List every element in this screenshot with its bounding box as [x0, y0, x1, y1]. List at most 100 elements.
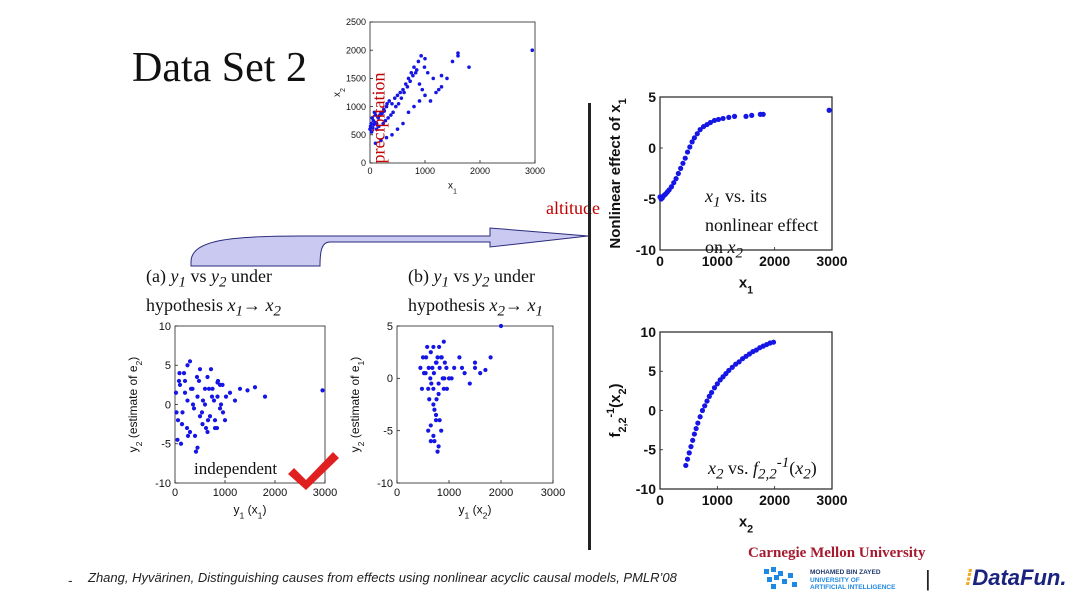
x-tick-label: 1000: [213, 487, 237, 499]
data-point: [433, 412, 439, 418]
data-point: [420, 355, 426, 360]
y-tick-label: 5: [648, 363, 656, 379]
data-point: [389, 113, 393, 117]
data-point: [431, 371, 437, 376]
data-point: [439, 73, 444, 78]
slide-title: Data Set 2: [132, 45, 307, 91]
data-point: [428, 423, 433, 428]
data-point: [691, 431, 698, 437]
data-point: [205, 418, 211, 423]
logo-separator: |: [925, 566, 931, 591]
data-point: [444, 365, 449, 370]
data-point: [220, 410, 226, 415]
data-point: [396, 101, 401, 106]
x-tick-label: 0: [367, 166, 372, 176]
y-tick-label: -10: [636, 242, 656, 258]
data-point: [743, 113, 749, 119]
data-point: [429, 381, 434, 386]
x-axis-label: x1: [448, 181, 457, 196]
data-point: [425, 70, 430, 75]
x-tick-label: 1000: [437, 487, 461, 499]
y-tick-label: 2000: [346, 45, 366, 55]
data-point: [185, 398, 190, 403]
data-point: [210, 386, 215, 391]
y-axis-label: Nonlinear effect of x1: [607, 98, 629, 248]
data-point: [392, 96, 397, 100]
data-point: [770, 339, 777, 345]
data-point: [185, 363, 190, 368]
data-point: [432, 407, 437, 412]
data-point: [434, 90, 438, 95]
data-point: [180, 410, 185, 415]
data-point: [408, 79, 412, 84]
data-point: [406, 110, 411, 115]
data-point: [437, 344, 442, 350]
data-point: [411, 73, 415, 78]
x-axis-label: y1 (x2): [459, 502, 492, 520]
data-point: [428, 376, 433, 381]
data-point: [680, 160, 686, 166]
data-point: [436, 381, 441, 386]
data-point: [424, 355, 429, 360]
data-point: [195, 445, 200, 450]
data-point: [704, 398, 710, 404]
data-point: [439, 85, 444, 89]
data-point: [178, 441, 184, 446]
y-tick-label: -5: [644, 191, 657, 207]
data-point: [390, 101, 394, 106]
data-point: [673, 176, 679, 182]
data-point: [450, 59, 455, 64]
data-point: [188, 386, 194, 391]
mbzuai-logo-icon: [764, 567, 797, 589]
y-tick-label: -5: [383, 426, 393, 438]
data-point: [181, 371, 187, 376]
x-tick-label: 2000: [470, 166, 490, 176]
x-tick-label: 3000: [525, 166, 545, 176]
data-point: [436, 444, 441, 449]
data-point: [462, 371, 467, 376]
plot-frame: [396, 325, 554, 484]
x-tick-label: 2000: [759, 492, 790, 508]
data-point: [379, 138, 383, 143]
data-point: [675, 170, 681, 177]
data-point: [684, 456, 691, 462]
x-tick-label: 0: [172, 487, 178, 499]
data-point: [373, 120, 377, 125]
data-point: [530, 48, 535, 52]
y-tick-label: 5: [165, 360, 171, 372]
y-tick-label: 0: [648, 402, 656, 418]
data-point: [430, 365, 435, 370]
x-tick-label: 3000: [313, 487, 337, 499]
data-point: [428, 350, 433, 355]
y-tick-label: -10: [155, 478, 171, 490]
data-point: [192, 433, 198, 438]
data-point: [431, 386, 436, 391]
datafun-logo: ⁞DataFun.: [965, 565, 1067, 590]
data-point: [726, 114, 732, 120]
data-point: [760, 111, 766, 117]
data-point: [193, 449, 199, 454]
data-point: [749, 112, 755, 118]
chart-top: 0 1000 2000 3000 0 500 1000 1500 2000 2500 x1 x2: [332, 17, 545, 195]
data-point: [223, 394, 229, 399]
y-axis-label: x2: [332, 88, 347, 97]
data-point: [428, 439, 433, 444]
data-point: [711, 117, 718, 124]
data-point: [457, 355, 462, 360]
data-point: [215, 394, 220, 399]
data-point: [432, 439, 437, 444]
data-point: [252, 385, 258, 390]
data-point: [449, 376, 454, 381]
data-point: [689, 139, 695, 145]
y-tick-label: 10: [159, 321, 171, 333]
data-point: [439, 355, 444, 360]
data-point: [320, 388, 325, 393]
x-tick-label: 3000: [816, 253, 847, 269]
data-point: [702, 403, 708, 409]
data-point: [203, 425, 209, 431]
data-point: [381, 121, 386, 126]
data-point: [206, 386, 212, 391]
data-point: [431, 402, 436, 407]
note-x1: x1 vs. its nonlinear effect on x2: [705, 186, 819, 262]
independent-label: independent: [194, 459, 278, 478]
